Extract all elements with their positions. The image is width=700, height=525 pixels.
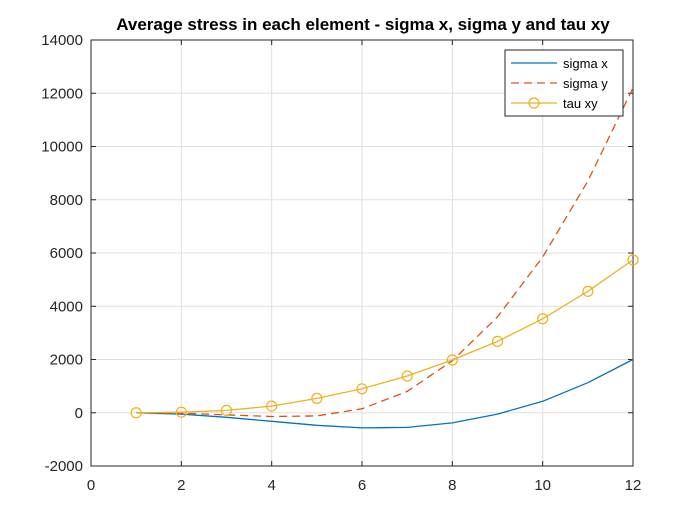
- y-tick-label: 10000: [41, 139, 83, 156]
- x-tick-label: 2: [177, 477, 185, 494]
- legend-item-sigma-y: sigma y: [511, 76, 608, 91]
- series-line-tau-xy: [136, 259, 634, 414]
- grid-lines: [91, 40, 633, 466]
- y-tick-label: -2000: [45, 458, 83, 475]
- legend-label-sigma-y: sigma y: [563, 76, 608, 91]
- data-point-tau-xy: [582, 285, 594, 297]
- y-tick-label: 12000: [41, 85, 83, 102]
- series-tau-xy: [130, 254, 639, 419]
- legend-label-tau-xy: tau xy: [563, 96, 598, 111]
- x-tick-label: 6: [358, 477, 366, 494]
- x-tick-label: 0: [87, 477, 95, 494]
- series-line-sigma-x: [136, 358, 634, 429]
- y-tick-label: 2000: [50, 352, 83, 369]
- y-tick-label: 8000: [50, 192, 83, 209]
- data-point-tau-xy: [356, 383, 368, 395]
- data-point-tau-xy: [537, 313, 549, 325]
- y-tick-label: 14000: [41, 32, 83, 49]
- data-point-tau-xy: [175, 406, 187, 418]
- data-point-tau-xy: [401, 370, 413, 382]
- y-tick-label: 6000: [50, 245, 83, 262]
- y-tick-label: 0: [75, 405, 83, 422]
- chart-title: Average stress in each element - sigma x…: [116, 15, 610, 34]
- plot-area: 0 2 4 6 8 10 12-200002000400060008000100001200…: [41, 32, 641, 494]
- data-point-tau-xy: [446, 354, 458, 366]
- data-point-tau-xy: [130, 407, 142, 419]
- legend-marker-tau-xy: [528, 97, 540, 109]
- legend-item-tau-xy: tau xy: [511, 96, 598, 111]
- data-point-tau-xy: [220, 404, 233, 416]
- legend: sigma x sigma y tau xy: [504, 49, 624, 117]
- y-tick-label: 4000: [50, 298, 83, 315]
- legend-label-sigma-x: sigma x: [563, 56, 608, 71]
- x-tick-label: 10: [534, 477, 551, 494]
- data-point-tau-xy: [491, 335, 504, 347]
- data-point-tau-xy: [266, 400, 278, 412]
- legend-item-sigma-x: sigma x: [511, 56, 608, 71]
- series-line-sigma-y: [136, 87, 634, 418]
- data-point-tau-xy: [311, 392, 323, 404]
- series-sigma-x: [136, 358, 634, 429]
- data-point-tau-xy: [627, 254, 639, 266]
- x-tick-label: 12: [625, 477, 642, 494]
- series-sigma-y: [136, 87, 634, 418]
- x-tick-label: 4: [267, 477, 275, 494]
- x-tick-label: 8: [448, 477, 456, 494]
